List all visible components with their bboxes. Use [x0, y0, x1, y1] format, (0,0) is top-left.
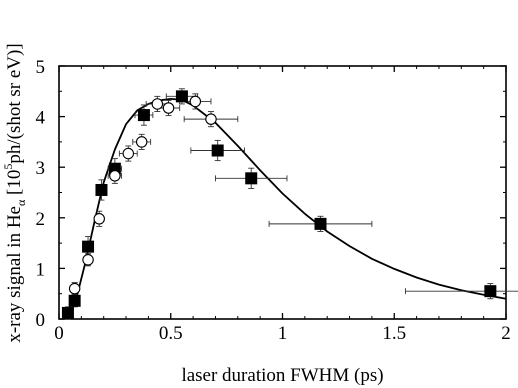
data-point-square	[484, 285, 497, 298]
y-tick-label: 4	[36, 108, 46, 129]
data-point-circle	[68, 282, 81, 295]
data-point-square	[245, 172, 258, 185]
x-tick-label: 0.5	[159, 323, 183, 344]
fit-curve-layer	[67, 97, 507, 320]
data-point-circle	[162, 102, 175, 114]
data-point-square	[82, 240, 95, 253]
data-point-square	[61, 306, 74, 319]
error-bar-layer	[64, 88, 518, 320]
data-point-square	[95, 183, 108, 196]
data-point-circle	[82, 254, 94, 266]
y-tick-label: 2	[36, 209, 46, 230]
data-point-circle	[122, 147, 135, 160]
x-tick-label: 0	[54, 323, 64, 344]
y-tick-label: 5	[36, 57, 46, 78]
y-tick-label: 0	[36, 310, 46, 331]
data-point-square	[68, 294, 81, 307]
y-tick-label: 1	[36, 259, 46, 280]
y-axis-title: x-ray signal in Heα [105ph/(shot sr eV)]	[1, 43, 28, 342]
x-tick-label: 1	[278, 323, 288, 344]
fit-curve	[67, 97, 507, 320]
axis-ticks: 0 0.5 1 1.5 2 0 1 2 3 4 5	[36, 57, 511, 344]
data-point-square	[137, 109, 150, 122]
data-point-circle	[93, 213, 105, 225]
x-tick-label: 2	[501, 323, 511, 344]
y-axis-title-sub: α	[14, 199, 28, 206]
x-axis-title: laser duration FWHM (ps)	[181, 365, 383, 386]
y-tick-label: 3	[36, 158, 46, 179]
data-point-circle	[189, 95, 202, 108]
data-point-circle	[135, 136, 148, 148]
y-axis-title-sup: 5	[1, 164, 15, 170]
y-axis-title-rest: ph/(shot sr eV)]	[4, 43, 25, 163]
x-tick-label: 1.5	[382, 323, 406, 344]
data-point-square	[175, 90, 188, 103]
y-axis-title-prefix: x-ray signal in He	[4, 206, 25, 343]
marker-layer	[61, 90, 497, 319]
y-axis-title-open: [10	[4, 170, 25, 200]
data-point-square	[314, 217, 327, 230]
data-point-circle	[151, 98, 164, 110]
data-point-square	[211, 144, 224, 157]
data-point-circle	[109, 170, 121, 182]
data-point-circle	[205, 113, 217, 125]
